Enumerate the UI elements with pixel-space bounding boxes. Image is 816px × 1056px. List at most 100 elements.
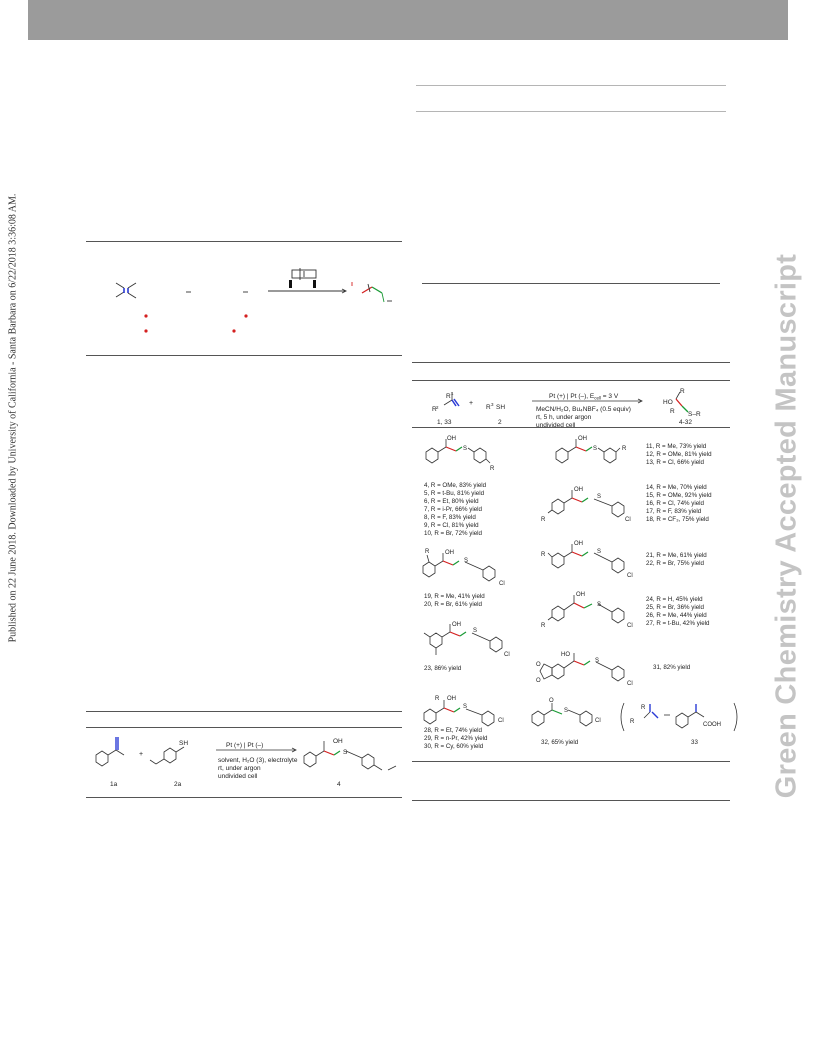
s-s: S: [473, 628, 477, 634]
struct-4-10: [425, 439, 491, 464]
rule-table1-head-top: [412, 380, 730, 381]
s-oh: OH: [452, 622, 461, 628]
entry-11: 11, R = Me, 73% yield: [646, 443, 707, 450]
entry-4: 4, R = OMe, 83% yield: [424, 482, 487, 489]
struct-31: [539, 653, 625, 682]
rule-scheme1-top: [86, 241, 402, 242]
rule-table1-top: [412, 362, 730, 363]
s-s: S: [593, 446, 597, 452]
s-cl: Cl: [627, 681, 633, 687]
s2-cond-cell: undivided cell: [218, 773, 258, 780]
s-cl: Cl: [627, 573, 633, 579]
struct-28-30: [423, 700, 495, 727]
struct-1a: [95, 737, 125, 767]
s2-plus: +: [139, 751, 143, 758]
s2-oh: OH: [333, 738, 343, 745]
struct-33: [620, 702, 738, 732]
s-r: R: [425, 549, 430, 555]
scheme1-arrow: [268, 288, 348, 294]
entry-26: 26, R = Me, 44% yield: [646, 612, 707, 619]
s-s: S: [597, 602, 601, 608]
s2-entry-1a: 1a: [110, 781, 118, 788]
s2-cond-solvent: solvent, H₂O (3), electrolyte: [218, 757, 298, 764]
t1-entry-2: 2: [498, 419, 502, 426]
t1-prod-r2: R: [670, 408, 675, 415]
rule-scheme1-bottom: [86, 355, 402, 356]
s-oh: OH: [574, 487, 583, 493]
rule-right-mid: [422, 283, 720, 284]
t1-entry-4-32: 4-32: [679, 419, 692, 426]
rule-table1-head-bottom: [412, 427, 730, 428]
t1-product-bonds: [675, 391, 689, 413]
entry-8: 8, R = F, 83% yield: [424, 514, 476, 521]
s-cl: Cl: [498, 718, 504, 724]
t1-cond-electrodes: Pt (+) | Pt (–), Ecell = 3 V: [549, 393, 619, 401]
rule-table1-footer: [412, 800, 730, 801]
entry-23: 23, 86% yield: [424, 665, 462, 672]
rule-scheme2-top: [86, 711, 402, 712]
t1-cond-rt: rt, 5 h, under argon: [536, 414, 592, 421]
t1-r3-sup: 3: [491, 402, 494, 407]
entry-14: 14, R = Me, 70% yield: [646, 484, 707, 491]
entry-30: 30, R = Cy, 60% yield: [424, 743, 484, 750]
entry-18: 18, R = CF₃, 75% yield: [646, 516, 709, 523]
s-oh: OH: [578, 436, 587, 442]
table1-entries: 4, R = OMe, 83% yield 5, R = t-Bu, 81% y…: [424, 443, 712, 750]
s-o-bottom: O: [536, 678, 541, 684]
t1-prod-s-r3: S–R: [688, 411, 701, 418]
s2-cond-rt: rt, under argon: [218, 765, 261, 772]
scheme1-red-marks: [144, 314, 248, 333]
t1-cond-cell: undivided cell: [536, 422, 576, 429]
s2-entry-2a: 2a: [174, 781, 182, 788]
scheme2-arrow: [216, 747, 297, 753]
table1-structures: [422, 439, 738, 732]
rule-scheme2-bottom: [86, 797, 402, 798]
t1-plus: +: [469, 400, 473, 407]
s-r1: R: [641, 705, 646, 711]
s2-cond-electrodes: Pt (+) | Pt (–): [226, 742, 263, 749]
struct-19-20: [422, 553, 496, 582]
s-oh: OH: [447, 696, 456, 702]
scheme1-graphic: [115, 268, 392, 333]
entry-7: 7, R = i-Pr, 66% yield: [424, 506, 483, 513]
journal-header-bar: [28, 0, 788, 40]
s-r: R: [541, 552, 546, 558]
entry-25: 25, R = Br, 36% yield: [646, 604, 705, 611]
entry-15: 15, R = OMe, 92% yield: [646, 492, 712, 499]
s-oh: OH: [574, 541, 583, 547]
t1-r3: R: [486, 404, 491, 411]
s-r: R: [541, 623, 546, 629]
s-cl: Cl: [504, 652, 510, 658]
struct-21-22: [547, 544, 625, 574]
s2-entry-4: 4: [337, 781, 341, 788]
struct-23: [423, 624, 503, 655]
s-oh: OH: [445, 550, 454, 556]
s-oh: OH: [576, 592, 585, 598]
s-s: S: [595, 658, 599, 664]
entry-20: 20, R = Br, 61% yield: [424, 601, 483, 608]
table1-header-scheme: R 1 R 2 + R 3 SH 1, 33 2 Pt (+) | Pt (–)…: [432, 388, 701, 429]
rule-scheme2-head: [86, 727, 402, 728]
s-cl: Cl: [625, 517, 631, 523]
entry-29: 29, R = n-Pr, 42% yield: [424, 735, 488, 742]
s-s: S: [597, 549, 601, 555]
scheme2-structures: [95, 737, 397, 771]
struct-32: [531, 703, 593, 727]
s-s: S: [463, 704, 467, 710]
entry-24: 24, R = H, 45% yield: [646, 596, 703, 603]
t1-cond-solvent: MeCN/H₂O, Bu₄NBF₄ (0.5 equiv): [536, 406, 631, 413]
s-cl: Cl: [499, 581, 505, 587]
rule-right-top-1: [416, 85, 726, 86]
entry-33: 33: [691, 739, 698, 746]
entry-9: 9, R = Cl, 81% yield: [424, 522, 479, 529]
entry-32: 32, 65% yield: [541, 739, 579, 746]
t1-sh: SH: [496, 404, 505, 411]
entry-5: 5, R = t-Bu, 81% yield: [424, 490, 485, 497]
s2-s: S: [343, 749, 348, 756]
s-s: S: [464, 558, 468, 564]
s-s: S: [597, 494, 601, 500]
s-r: R: [541, 517, 546, 523]
entry-21: 21, R = Me, 61% yield: [646, 552, 707, 559]
scheme1-product: [351, 282, 392, 303]
